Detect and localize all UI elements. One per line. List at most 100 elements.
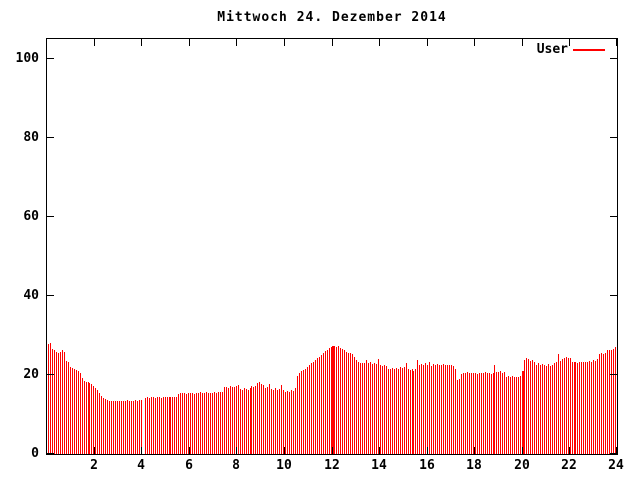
impulse-bar [483,373,484,454]
impulse-bar [364,363,365,454]
impulse-bar [214,392,215,454]
x-tick-bottom [141,447,142,454]
impulse-bar [99,393,100,454]
impulse-bar [317,358,318,454]
impulse-bar [570,358,571,454]
legend-line-sample [573,49,605,51]
impulse-bar [257,383,258,454]
y-tick-label: 0 [31,446,39,461]
impulse-bar [240,389,241,454]
impulse-bar [261,384,262,454]
impulse-bar [441,365,442,454]
impulse-bar [496,372,497,454]
impulse-bar [368,363,369,454]
impulse-bar [429,362,430,454]
impulse-bar [117,401,118,454]
plot-area [47,39,617,454]
impulse-bar [502,373,503,454]
impulse-bar [362,363,363,454]
impulse-bar [491,374,492,454]
impulse-bar [613,349,614,454]
impulse-bar [410,370,411,454]
impulse-bar [427,365,428,454]
impulse-bar [528,359,529,454]
impulse-bar [334,346,335,454]
impulse-bar [212,393,213,454]
impulse-bar [443,364,444,454]
y-tick-label: 40 [23,288,39,303]
impulse-bar [461,374,462,454]
impulse-bar [504,372,505,454]
impulse-bar [394,369,395,454]
x-tick-top [427,39,428,46]
impulse-bar [70,367,71,454]
impulse-bar [192,393,193,454]
impulse-bar [469,373,470,454]
impulse-bar [313,362,314,454]
impulse-bar [180,393,181,454]
x-tick-label: 4 [137,458,145,473]
impulse-bar [421,364,422,454]
impulse-bar [242,390,243,454]
x-tick-label: 16 [419,458,435,473]
impulse-bar [538,363,539,454]
impulse-bar [433,364,434,454]
impulse-bar [360,363,361,454]
impulse-bar [89,383,90,454]
impulse-bar [206,392,207,454]
impulse-bar [512,376,513,454]
impulse-bar [228,388,229,454]
impulse-bar [323,353,324,454]
impulse-bar [423,365,424,454]
impulse-bar [84,381,85,454]
impulse-bar [489,373,490,454]
y-tick-right [610,453,617,454]
impulse-bar [305,369,306,454]
impulse-bar [165,397,166,454]
impulse-bar [281,385,282,454]
x-tick-label: 12 [324,458,340,473]
impulse-bar [202,393,203,454]
impulse-bar [137,401,138,454]
x-tick-top [141,39,142,46]
impulse-bar [163,397,164,454]
impulse-bar [400,367,401,454]
impulse-bar [370,362,371,454]
impulse-bar [109,401,110,454]
x-tick-label: 22 [561,458,577,473]
impulse-bar [151,397,152,454]
impulse-bar [587,362,588,454]
impulse-bar [226,387,227,454]
impulse-bar [583,362,584,454]
impulse-bar [56,352,57,454]
impulse-bar [352,354,353,454]
impulse-bar [449,365,450,454]
x-tick-top [332,39,333,46]
y-tick-label: 60 [23,209,39,224]
impulse-bar [336,347,337,454]
impulse-bar [198,393,199,454]
x-tick-top [474,39,475,46]
impulse-bar [50,343,51,454]
impulse-bar [52,349,53,454]
x-tick-label: 2 [90,458,98,473]
impulse-bar [609,350,610,454]
impulse-bar [271,389,272,454]
impulse-bar [283,390,284,454]
impulse-bar [125,401,126,454]
impulse-bar [74,369,75,454]
impulse-bar [139,400,140,454]
x-tick-label: 8 [232,458,240,473]
x-tick-top [522,39,523,46]
impulse-bar [113,401,114,454]
impulse-bar [88,382,89,454]
y-tick-label: 80 [23,130,39,145]
impulse-bar [327,350,328,454]
impulse-bar [315,360,316,454]
impulse-bar [408,369,409,454]
impulse-bar [564,358,565,454]
impulse-bar [562,359,563,454]
x-tick-bottom [474,447,475,454]
impulse-bar [340,348,341,454]
impulse-bar [72,368,73,454]
